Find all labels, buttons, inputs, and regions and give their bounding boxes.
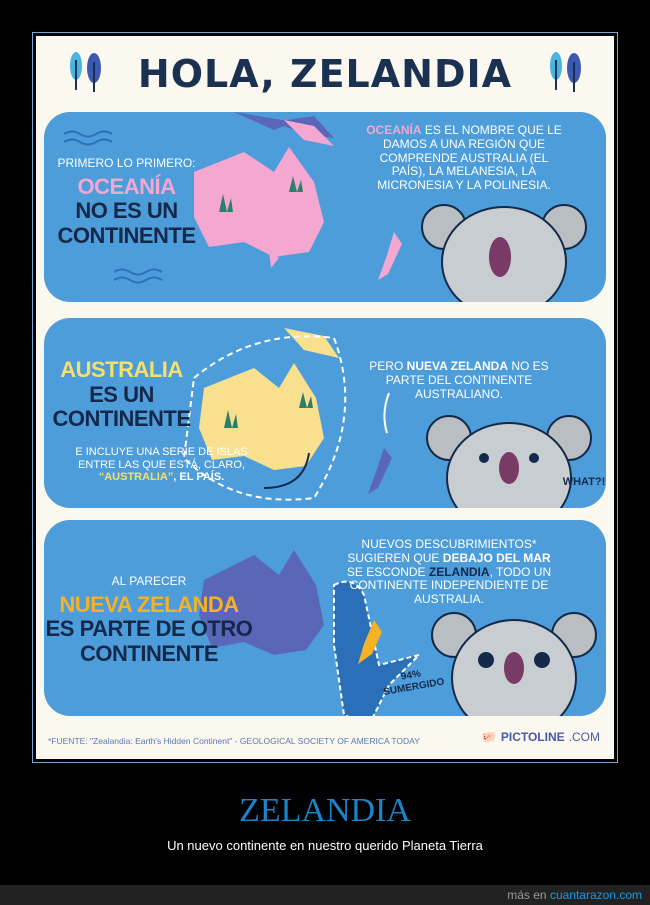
site-link[interactable]: cuantarazon.com	[549, 888, 642, 902]
note-a: NUEVOS DESCUBRIMIENTOS* SUGIEREN QUE	[347, 537, 537, 565]
panel-australia: AUSTRALIA ES UN CONTINENTE E INCLUYE UNA…	[44, 318, 606, 508]
intro-text: PRIMERO LO PRIMERO:	[57, 156, 196, 170]
map-zelandia-illustration	[199, 550, 597, 716]
zelandia-note: NUEVOS DESCUBRIMIENTOS* SUGIEREN QUE DEB…	[344, 537, 554, 607]
meme-image-frame: HOLA, ZELANDIA PRIMERO LO PRIMERO: OCEAN…	[32, 32, 618, 763]
headline-line2: CONTINENTE	[57, 222, 197, 248]
footer-bar: más en cuantarazon.com	[0, 885, 650, 905]
koala-thinking-icon	[421, 204, 587, 302]
islands-end: , EL PAÍS.	[173, 471, 225, 484]
note-highlight: OCEANÍA	[366, 123, 422, 137]
headline-block: PRIMERO LO PRIMERO: OCEANÍA NO ES UN CON…	[44, 156, 209, 248]
islands-text: E INCLUYE UNA SERIE DE ISLAS ENTRE LAS Q…	[75, 446, 248, 471]
islands-highlight: “AUSTRALIA”	[98, 471, 174, 484]
headline-block: AL PARECER NUEVA ZELANDA ES PARTE DE OTR…	[44, 574, 254, 666]
nz-post: NO ES PARTE DEL CONTINENTE AUSTRALIANO.	[385, 359, 549, 401]
note-e: , TODO UN CONTINENTE INDEPENDIENTE DE AU…	[349, 564, 552, 607]
infographic: HOLA, ZELANDIA PRIMERO LO PRIMERO: OCEAN…	[36, 36, 614, 759]
map-australia-illustration	[182, 328, 592, 508]
poster-title: HOLA, ZELANDIA	[137, 52, 513, 96]
note-b: DEBAJO DEL MAR	[442, 550, 551, 565]
nz-note: PERO NUEVA ZELANDA NO ES PARTE DEL CONTI…	[364, 359, 554, 401]
headline-line2: CONTINENTE	[80, 640, 219, 666]
nz-bold: NUEVA ZELANDA	[406, 359, 508, 373]
oceania-note: OCEANÍA ES EL NOMBRE QUE LE DAMOS A UNA …	[364, 123, 564, 193]
nz-pre: PERO	[369, 359, 404, 373]
tree-icon	[550, 52, 581, 92]
map-oceania-illustration	[63, 112, 587, 302]
headline-line1: ES PARTE DE OTRO	[45, 616, 253, 642]
headline-block: AUSTRALIA ES UN CONTINENTE	[44, 357, 199, 432]
koala-speech: WHAT?!	[562, 476, 606, 488]
note-d: ZELANDIA	[428, 564, 490, 579]
footer-prefix: más en	[507, 888, 547, 902]
headline-line2: CONTINENTE	[52, 406, 192, 432]
islands-note: E INCLUYE UNA SERIE DE ISLAS ENTRE LAS Q…	[74, 446, 249, 484]
post-subtitle: Un nuevo continente en nuestro querido P…	[167, 838, 483, 853]
koala-shocked-icon	[431, 612, 597, 716]
post-title: ZELANDIA	[239, 792, 411, 829]
koala-surprised-icon	[426, 415, 592, 508]
tree-icon	[70, 52, 101, 92]
pictoline-logo: 🐖 PICTOLINE .COM	[482, 730, 600, 744]
note-text: ES EL NOMBRE QUE LE DAMOS A UNA REGIÓN Q…	[377, 123, 562, 193]
highlight-oceania: OCEANÍA	[77, 173, 176, 199]
logo-text: PICTOLINE	[500, 730, 565, 744]
headline-line1: NO ES UN	[75, 198, 178, 224]
highlight-australia: AUSTRALIA	[60, 357, 183, 382]
highlight-nz: NUEVA ZELANDA	[59, 591, 239, 617]
intro-text: AL PARECER	[111, 574, 187, 588]
headline-line1: ES UN	[89, 381, 154, 407]
logo-suffix: .COM	[568, 730, 600, 744]
panel-zelandia: AL PARECER NUEVA ZELANDA ES PARTE DE OTR…	[44, 520, 606, 716]
source-note: *FUENTE: "Zealandia: Earth's Hidden Cont…	[48, 736, 420, 746]
panel-oceania: PRIMERO LO PRIMERO: OCEANÍA NO ES UN CON…	[44, 112, 606, 302]
pig-icon: 🐖	[481, 730, 497, 744]
note-c: SE ESCONDE	[346, 564, 426, 579]
